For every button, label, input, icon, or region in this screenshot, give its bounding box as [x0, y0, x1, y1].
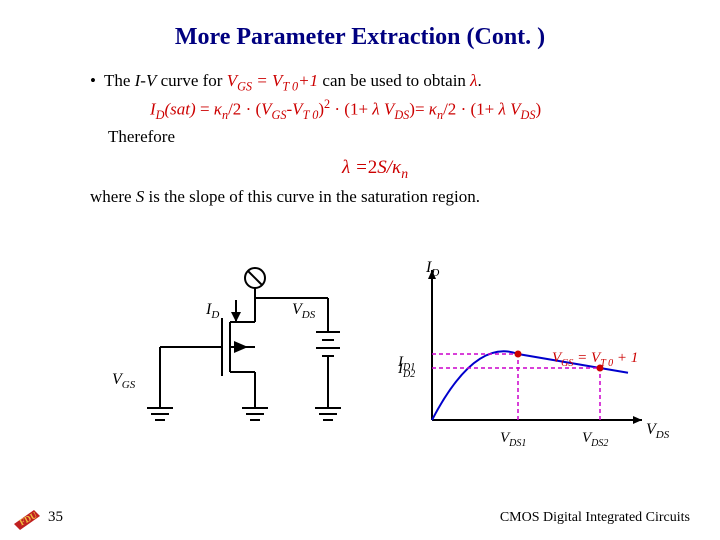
svg-text:VGS = VT 0 + 1: VGS = VT 0 + 1	[552, 350, 638, 369]
circuit-schematic: ID VDS VGS	[60, 260, 370, 460]
cl2: )	[535, 100, 541, 119]
vt0: V	[272, 71, 282, 90]
iv-chart: IDVDSID2ID1VDS1VDS2VGS = VT 0 + 1	[390, 260, 690, 470]
logo-icon: FDU	[12, 508, 40, 530]
cdot2: ·	[456, 100, 470, 119]
ld: n	[401, 165, 408, 180]
svg-text:VDS1: VDS1	[500, 430, 526, 449]
page-number: 35	[48, 509, 63, 526]
vgs: V	[227, 71, 237, 90]
eq: =	[252, 71, 272, 90]
vds2-sub: DS	[521, 108, 536, 122]
la: λ =	[342, 157, 368, 178]
cdot: ·	[330, 100, 344, 119]
iv: I-V	[135, 71, 157, 90]
vt0-sub: T 0	[303, 108, 319, 122]
content-block: • The I-V curve for VGS = VT 0+1 can be …	[0, 69, 720, 210]
equation-line: ID(sat) = κn/2 · (VGS-VT 0)2 · (1+ λ VDS…	[90, 96, 660, 125]
half2: /2	[443, 100, 456, 119]
lam2: λ	[498, 100, 505, 119]
cdot: ·	[241, 100, 255, 119]
cvgs-sub: GS	[122, 379, 136, 391]
svg-text:VGS: VGS	[112, 371, 136, 391]
t: curve for	[156, 71, 226, 90]
svg-text:VDS2: VDS2	[582, 430, 608, 449]
eq: =	[196, 100, 214, 119]
lc: S/κ	[377, 157, 401, 178]
vgs: V	[261, 100, 271, 119]
vgs-sub: GS	[237, 79, 252, 93]
lam: λ	[372, 100, 379, 119]
cvds-sub: DS	[301, 309, 316, 321]
vds: V	[380, 100, 395, 119]
plus1: +1	[298, 71, 318, 90]
kn: κ	[214, 100, 222, 119]
lambda-equation: λ =2S/κn	[90, 150, 660, 186]
eq2: =	[415, 100, 429, 119]
therefore-line: Therefore	[90, 125, 660, 150]
half: /2	[228, 100, 241, 119]
bullet: •	[90, 69, 96, 96]
vgs-sub: GS	[272, 108, 287, 122]
svg-text:ID: ID	[425, 260, 439, 279]
lb: 2	[368, 157, 378, 178]
page-title: More Parameter Extraction (Cont. )	[0, 0, 720, 69]
diagram-area: ID VDS VGS IDVDSID2ID1VDS1VDS2VGS = VT 0…	[60, 260, 680, 470]
line1: The I-V curve for VGS = VT 0+1 can be us…	[104, 69, 482, 96]
ws: S	[136, 187, 145, 206]
vds2: V	[506, 100, 521, 119]
t: can be used to obtain	[318, 71, 470, 90]
kn2: κ	[429, 100, 437, 119]
wb: is the slope of this curve in the satura…	[144, 187, 480, 206]
where-line: where S is the slope of this curve in th…	[90, 185, 660, 210]
onepl2: (1+	[470, 100, 498, 119]
svg-text:VDS: VDS	[646, 421, 670, 441]
vt0-sub: T 0	[282, 79, 298, 93]
svg-text:VDS: VDS	[292, 301, 316, 321]
lambda: λ	[470, 71, 477, 90]
vds-sub: DS	[394, 108, 409, 122]
svg-text:ID: ID	[205, 301, 219, 321]
dot: .	[478, 71, 482, 90]
wa: where	[90, 187, 136, 206]
vt0: V	[292, 100, 302, 119]
footer-text: CMOS Digital Integrated Circuits	[500, 510, 690, 526]
onepl: (1+	[344, 100, 372, 119]
t: The	[104, 71, 135, 90]
cid-sub: D	[210, 309, 219, 321]
id-sub: D	[156, 108, 165, 122]
sat: (sat)	[165, 100, 196, 119]
